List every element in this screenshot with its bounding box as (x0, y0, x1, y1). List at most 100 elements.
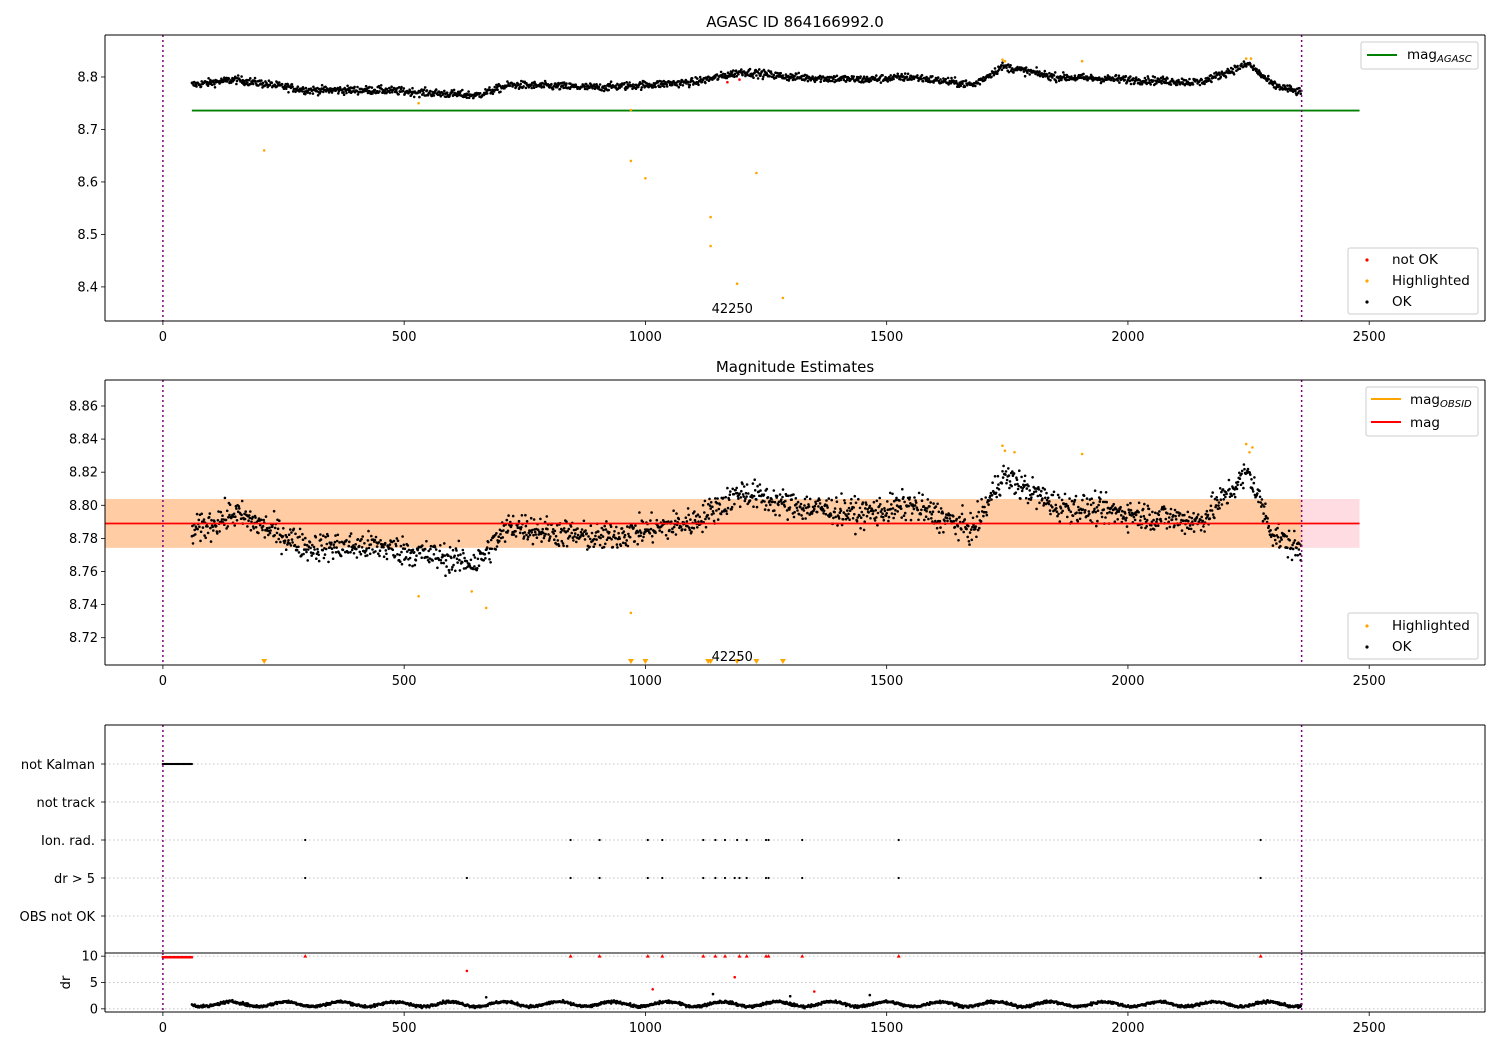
ok-point (1001, 476, 1005, 479)
ok-point (306, 559, 310, 562)
highlighted-point (644, 177, 647, 180)
ok-point (1232, 73, 1236, 76)
ok-point (734, 488, 737, 492)
ok-point (1147, 507, 1151, 511)
ok-point (213, 520, 216, 523)
ok-point (425, 89, 429, 92)
agasc-ytick-label: 8.4 (77, 280, 98, 295)
ok-point (412, 551, 416, 554)
ok-point (1129, 75, 1132, 78)
ok-point (1165, 81, 1168, 85)
highlighted-point (1251, 446, 1254, 449)
ok-point (420, 556, 424, 559)
flag-point (304, 838, 307, 842)
ok-point (767, 508, 770, 512)
ok-point (1073, 74, 1077, 77)
ok-point (1056, 493, 1060, 497)
ok-point (1217, 501, 1221, 504)
ok-point (257, 517, 261, 520)
ok-point (287, 533, 291, 536)
ok-point (1250, 478, 1253, 481)
ok-point (872, 500, 876, 504)
ok-point (593, 83, 596, 86)
ok-point (297, 545, 300, 549)
ok-point (907, 504, 910, 508)
ok-point (771, 500, 774, 504)
ok-point (286, 83, 290, 86)
ok-point (550, 82, 553, 86)
flag-point (801, 876, 804, 880)
ok-point (1054, 503, 1058, 507)
ok-point (946, 76, 950, 80)
ok-point (936, 76, 940, 79)
ok-point (452, 88, 456, 92)
ok-point (1221, 488, 1225, 491)
ok-point (1150, 523, 1153, 527)
ok-point (551, 87, 555, 91)
ok-point (340, 540, 344, 544)
ok-point (429, 89, 432, 93)
ok-point (436, 566, 439, 570)
ok-point (1026, 501, 1030, 505)
ok-point (208, 512, 212, 515)
ok-point (1088, 512, 1091, 516)
ok-point (227, 516, 230, 519)
ok-point (1292, 541, 1295, 544)
ok-point (1169, 507, 1173, 511)
ok-point (757, 72, 760, 75)
ok-point (304, 86, 308, 90)
ok-point (1273, 534, 1276, 538)
ok-point (336, 533, 340, 537)
ok-point (1258, 489, 1261, 493)
ok-point (1008, 486, 1011, 490)
ok-point (533, 530, 537, 534)
ok-point (284, 548, 288, 551)
ok-point (1096, 509, 1100, 512)
ok-point (1262, 505, 1266, 508)
ok-point (1077, 505, 1080, 509)
ok-point (1051, 76, 1054, 79)
ok-point (443, 89, 446, 93)
ok-point (350, 548, 354, 552)
ok-point (235, 82, 238, 86)
legend-mag: mag (1410, 415, 1440, 431)
ok-point (881, 515, 885, 519)
ok-point (1117, 510, 1121, 513)
ok-point (297, 551, 301, 554)
ok-point (199, 85, 203, 88)
ok-point (335, 539, 339, 543)
ok-point (451, 90, 454, 93)
ok-point (400, 85, 403, 89)
ok-point (527, 86, 531, 89)
ok-point (993, 475, 997, 478)
ok-point (1219, 498, 1223, 502)
agasc-xtick-label: 2500 (1353, 330, 1386, 345)
ok-point (989, 72, 992, 76)
ok-point (688, 83, 692, 87)
ok-point (1261, 503, 1264, 506)
ok-point (558, 87, 562, 91)
ok-point (511, 514, 515, 518)
ok-point (712, 512, 715, 515)
ok-point (819, 80, 822, 84)
ok-point (278, 81, 281, 84)
ok-point (935, 526, 939, 530)
ok-point (408, 556, 412, 560)
ok-point (1051, 505, 1054, 509)
agasc-ytick-label: 8.6 (77, 175, 98, 190)
ok-point (1040, 489, 1043, 493)
ok-point (346, 551, 350, 554)
ok-point (622, 530, 626, 533)
highlighted-point (1248, 451, 1251, 454)
ok-point (276, 527, 280, 531)
ok-point (681, 528, 684, 531)
ok-point (758, 68, 761, 71)
ok-point (529, 516, 533, 520)
ok-point (1022, 485, 1026, 489)
ok-point (1249, 473, 1252, 476)
ok-point (302, 87, 305, 91)
ok-point (1260, 498, 1264, 501)
ok-point (898, 499, 901, 502)
ok-point (268, 526, 271, 530)
ok-point (753, 478, 756, 482)
